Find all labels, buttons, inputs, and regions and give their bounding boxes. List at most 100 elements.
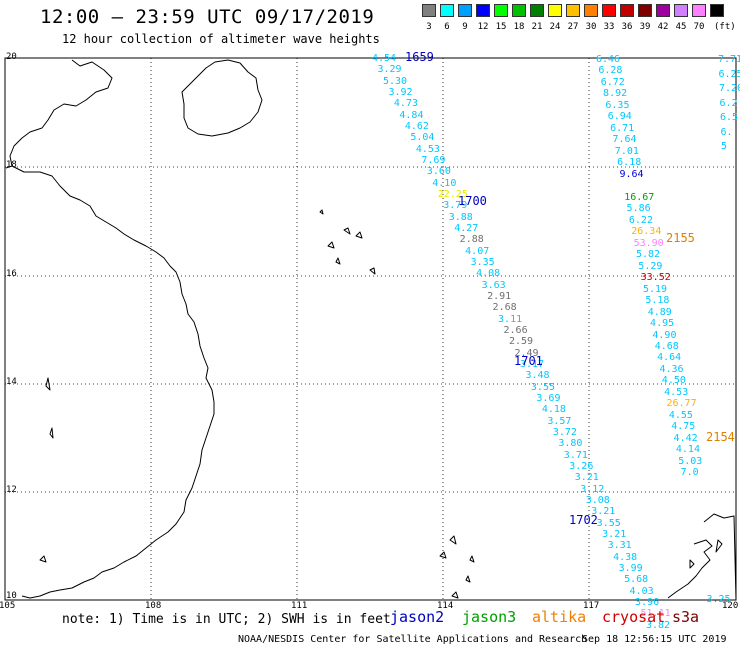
legend-label: 9 xyxy=(462,22,468,32)
wave-height-value: 7.20 xyxy=(719,83,740,94)
wave-height-value: 4.27 xyxy=(454,222,479,234)
wave-height-value: 4.10 xyxy=(432,177,457,189)
legend-label: 70 xyxy=(693,22,705,32)
wave-height-value: 3.55 xyxy=(596,517,621,529)
legend-swatch xyxy=(584,4,598,17)
wave-height-value: 4.42 xyxy=(673,432,698,444)
satellite-legend-item: s3a xyxy=(672,608,700,626)
wave-height-value: 5.19 xyxy=(643,283,668,295)
wave-height-value: 7.64 xyxy=(612,134,637,146)
legend-label: 42 xyxy=(657,22,669,32)
wave-height-value: 6. xyxy=(720,126,733,138)
legend-label: 15 xyxy=(495,22,507,32)
legend-swatch xyxy=(458,4,472,17)
wave-height-value: 2.68 xyxy=(492,302,517,314)
wave-height-value: 3.31 xyxy=(607,540,632,552)
page-subtitle: 12 hour collection of altimeter wave hei… xyxy=(62,32,380,46)
wave-height-value: 7.0 xyxy=(680,467,699,479)
wave-height-value: 4.53 xyxy=(664,386,689,398)
wave-height-value: 4.53 xyxy=(415,143,440,155)
wave-height-value: 3.79 xyxy=(443,200,468,212)
page-title: 12:00 – 23:59 UTC 09/17/2019 xyxy=(40,6,375,28)
wave-height-value: 4.18 xyxy=(541,404,566,416)
wave-height-value: 5.68 xyxy=(624,574,649,586)
wave-height-value: 3.96 xyxy=(635,596,660,608)
wave-height-value: 7.01 xyxy=(614,145,639,157)
map-frame xyxy=(4,57,737,601)
wave-height-value: 4.03 xyxy=(629,585,654,597)
longitude-tick-label: 105 xyxy=(0,601,16,611)
wave-height-value: 5.29 xyxy=(638,260,663,272)
pass-time-label: 1701 xyxy=(514,354,543,368)
latitude-tick-label: 14 xyxy=(6,377,17,387)
wave-height-value: 3.08 xyxy=(585,494,610,506)
wave-height-value: 6.18 xyxy=(617,157,642,169)
wave-height-value: 6.5 xyxy=(720,112,739,123)
wave-height-value: 3.55 xyxy=(530,381,555,393)
longitude-tick-label: 114 xyxy=(437,601,454,611)
wave-height-value: 3.25 xyxy=(706,593,731,605)
wave-height-value: 4.54 xyxy=(372,53,397,64)
wave-height-value: 4.55 xyxy=(668,409,693,421)
wave-height-value: 3.21 xyxy=(574,472,599,484)
wave-height-value: 51.11 xyxy=(640,608,671,620)
longitude-tick-label: 120 xyxy=(722,601,739,611)
coastline xyxy=(5,59,737,601)
pass-time-label: 2154 xyxy=(706,430,735,444)
wave-height-value: 2.49 xyxy=(514,347,539,359)
wave-height-value: 26.34 xyxy=(631,226,662,238)
satellite-legend-item: jason2 xyxy=(390,608,445,626)
latitude-tick-label: 18 xyxy=(6,160,17,170)
legend-label: 3 xyxy=(426,22,432,32)
latitude-tick-label: 12 xyxy=(6,485,17,495)
wave-height-value: 3.60 xyxy=(426,166,451,178)
wave-height-value: 6.94 xyxy=(607,111,632,123)
wave-height-value: 5.30 xyxy=(382,75,408,87)
wave-height-value: 4.64 xyxy=(657,352,682,364)
legend-swatch xyxy=(494,4,508,17)
wave-height-value: 5 xyxy=(721,141,728,152)
legend-label: 24 xyxy=(549,22,561,32)
legend-swatch xyxy=(638,4,652,17)
legend-label: 18 xyxy=(513,22,525,32)
wave-height-value: 26.77 xyxy=(666,398,697,410)
legend-label: 45 xyxy=(675,22,687,32)
wave-height-value: 4.75 xyxy=(671,421,696,433)
wave-height-value: 8.92 xyxy=(603,88,628,100)
wave-height-value: 6.28 xyxy=(598,65,623,77)
wave-height-value: 5.86 xyxy=(626,203,651,215)
wave-height-value: 6.2 xyxy=(719,97,738,109)
wave-height-value: 6.46 xyxy=(596,54,621,65)
wave-height-value: 53.90 xyxy=(633,237,664,249)
wave-height-value: 3.48 xyxy=(525,370,550,382)
legend-swatch xyxy=(512,4,526,17)
wave-height-value: 4.95 xyxy=(650,318,675,330)
wave-height-value: 3.69 xyxy=(536,392,561,404)
timestamp-text: Sep 18 12:56:15 UTC 2019 xyxy=(582,634,727,645)
satellite-legend-item: cryosat xyxy=(602,608,666,626)
wave-height-value: 3.29 xyxy=(377,64,402,76)
wave-height-value: 33.52 xyxy=(640,272,671,284)
legend-swatch xyxy=(674,4,688,17)
legend-swatch xyxy=(692,4,706,17)
wave-height-value: 9.64 xyxy=(619,168,644,180)
wave-height-value: 3.21 xyxy=(591,506,616,518)
legend-label: 6 xyxy=(444,22,450,32)
legend-swatch xyxy=(440,4,454,17)
wave-height-value: 3.63 xyxy=(481,279,506,291)
legend-swatch xyxy=(566,4,580,17)
wave-height-value: 4.38 xyxy=(613,551,638,563)
latitude-tick-label: 16 xyxy=(6,269,17,279)
legend-unit: (ft) xyxy=(714,22,736,32)
legend-label: 33 xyxy=(603,22,615,32)
legend-label: 30 xyxy=(585,22,597,32)
latitude-tick-label: 20 xyxy=(6,52,17,62)
wave-height-value: 2.91 xyxy=(487,290,512,302)
longitude-tick-label: 111 xyxy=(291,601,308,611)
wave-height-value: 5.82 xyxy=(635,249,661,261)
wave-height-value: 3.12 xyxy=(580,483,605,495)
satellite-legend-item: altika xyxy=(532,608,587,626)
wave-height-value: 4.08 xyxy=(476,268,501,280)
wave-height-value: 3.57 xyxy=(547,415,572,427)
